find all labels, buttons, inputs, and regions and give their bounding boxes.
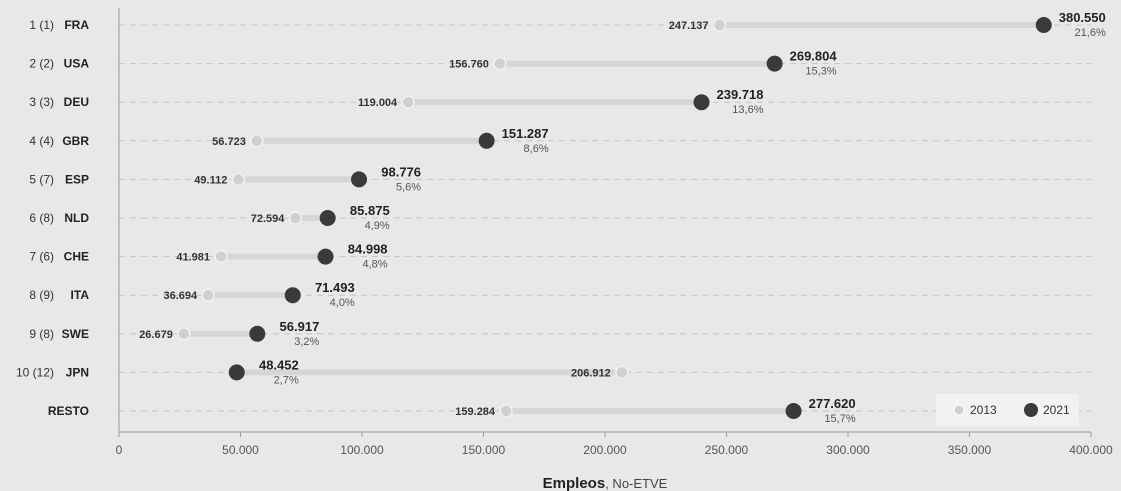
x-axis-title-bold: Empleos bbox=[543, 475, 606, 491]
x-tick-label: 250.000 bbox=[705, 443, 749, 457]
row-country-code: FRA bbox=[64, 18, 89, 32]
dot-2013 bbox=[231, 172, 246, 187]
legend-label-2021: 2021 bbox=[1043, 403, 1070, 417]
value-label-2013: 36.694 bbox=[164, 290, 199, 302]
x-tick-label: 350.000 bbox=[948, 443, 992, 457]
dot-2013 bbox=[493, 56, 507, 71]
dot-2013 bbox=[615, 365, 629, 380]
share-percent-label: 5,6% bbox=[396, 181, 421, 193]
dot-2021 bbox=[249, 325, 266, 342]
share-percent-label: 15,7% bbox=[824, 413, 855, 425]
dot-2013 bbox=[214, 249, 228, 264]
value-label-2021: 71.493 bbox=[315, 280, 355, 295]
x-tick-label: 200.000 bbox=[583, 443, 627, 457]
dot-2021 bbox=[319, 210, 336, 226]
row-rank-label: 1 (1) bbox=[29, 18, 54, 32]
dot-2021 bbox=[284, 287, 301, 304]
value-label-2013: 26.679 bbox=[139, 329, 173, 341]
share-percent-label: 4,8% bbox=[362, 259, 387, 271]
value-label-2021: 48.452 bbox=[259, 357, 299, 372]
value-label-2021: 85.875 bbox=[350, 203, 390, 218]
value-label-2021: 239.718 bbox=[717, 87, 764, 102]
x-tick-label: 50.000 bbox=[222, 443, 259, 457]
value-label-2021: 277.620 bbox=[809, 396, 856, 411]
row-rank-label: 7 (6) bbox=[29, 250, 54, 264]
dot-2013 bbox=[401, 95, 415, 109]
dot-2013 bbox=[250, 134, 264, 148]
value-label-2021: 380.550 bbox=[1059, 10, 1106, 25]
dot-2021 bbox=[693, 94, 710, 111]
value-label-2013: 119.004 bbox=[358, 97, 398, 109]
row-country-code: DEU bbox=[64, 95, 89, 109]
x-tick-label: 100.000 bbox=[340, 443, 384, 457]
dot-2013 bbox=[712, 18, 727, 32]
x-axis-title-rest: , No-ETVE bbox=[605, 476, 667, 491]
row-rank-label: 6 (8) bbox=[29, 211, 54, 225]
dot-2021 bbox=[766, 55, 783, 72]
dot-2021 bbox=[351, 171, 368, 188]
row-rank-label: 4 (4) bbox=[29, 134, 54, 148]
share-percent-label: 2,7% bbox=[274, 374, 299, 386]
share-percent-label: 3,2% bbox=[294, 336, 319, 348]
row-country-code: SWE bbox=[62, 327, 89, 341]
x-tick-label: 300.000 bbox=[826, 443, 870, 457]
share-percent-label: 4,9% bbox=[365, 220, 390, 232]
share-percent-label: 21,6% bbox=[1075, 27, 1106, 39]
dot-2021 bbox=[1035, 17, 1052, 33]
value-label-2013: 159.284 bbox=[455, 406, 496, 418]
value-label-2013: 156.760 bbox=[449, 59, 489, 71]
value-label-2013: 56.723 bbox=[212, 136, 246, 148]
share-percent-label: 4,0% bbox=[330, 297, 355, 309]
dot-2013 bbox=[201, 288, 215, 302]
legend-swatch-2021 bbox=[1024, 403, 1038, 417]
dot-2021 bbox=[785, 403, 802, 419]
row-country-code: JPN bbox=[66, 365, 89, 379]
row-country-code: NLD bbox=[64, 211, 89, 225]
row-rank-label: 5 (7) bbox=[29, 172, 54, 186]
value-label-2013: 206.912 bbox=[571, 367, 611, 379]
row-country-code: CHE bbox=[64, 250, 89, 264]
row-country-code: GBR bbox=[62, 134, 89, 148]
row-rank-label: 8 (9) bbox=[29, 288, 54, 302]
value-label-2021: 269.804 bbox=[790, 49, 838, 64]
dot-2013 bbox=[288, 211, 303, 225]
value-label-2021: 84.998 bbox=[348, 242, 388, 257]
row-country-code: RESTO bbox=[48, 404, 89, 418]
row-rank-label: 2 (2) bbox=[29, 57, 54, 71]
value-label-2013: 49.112 bbox=[194, 174, 227, 186]
dot-2021 bbox=[317, 248, 334, 265]
row-rank-label: 9 (8) bbox=[29, 327, 54, 341]
x-tick-label: 150.000 bbox=[462, 443, 506, 457]
row-country-code: USA bbox=[64, 57, 90, 71]
dot-2021 bbox=[478, 132, 495, 149]
share-percent-label: 13,6% bbox=[732, 104, 763, 116]
x-axis-title: Empleos, No-ETVE bbox=[543, 475, 668, 491]
legend-label-2013: 2013 bbox=[970, 403, 997, 417]
value-label-2021: 151.287 bbox=[502, 126, 549, 141]
dot-2013 bbox=[499, 404, 513, 418]
value-label-2021: 56.917 bbox=[280, 319, 320, 334]
share-percent-label: 8,6% bbox=[524, 143, 549, 155]
value-label-2013: 41.981 bbox=[176, 252, 210, 264]
value-label-2013: 72.594 bbox=[251, 213, 286, 225]
dot-2021 bbox=[228, 364, 245, 381]
row-rank-label: 10 (12) bbox=[16, 365, 54, 379]
dot-2013 bbox=[177, 327, 191, 341]
row-country-code: ITA bbox=[71, 288, 90, 302]
row-rank-label: 3 (3) bbox=[29, 95, 54, 109]
x-tick-label: 400.000 bbox=[1069, 443, 1113, 457]
legend-swatch-2013 bbox=[953, 404, 965, 416]
value-label-2013: 247.137 bbox=[669, 20, 709, 32]
value-label-2021: 98.776 bbox=[381, 164, 421, 179]
row-country-code: ESP bbox=[65, 172, 89, 186]
share-percent-label: 15,3% bbox=[805, 66, 836, 78]
x-tick-label: 0 bbox=[116, 443, 123, 457]
